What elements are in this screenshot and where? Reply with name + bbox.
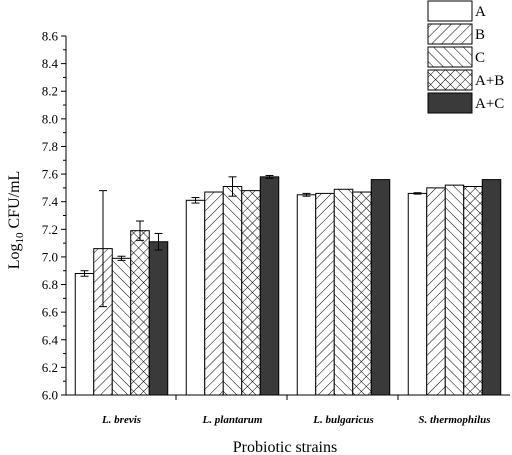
legend-label: A+C: [475, 96, 504, 112]
y-tick-label: 8.4: [42, 56, 59, 71]
legend: ABC A+B A+C: [427, 0, 504, 114]
x-category-label: S. thermophilus: [418, 414, 490, 426]
bar: [259, 176, 280, 396]
y-axis: 6.0 6.2 6.4 6.6 6.8 7.0 7.2 7.4 7.6 7.8 8.0 8.2 8.4 8…: [42, 29, 67, 403]
y-tick-label: 7.4: [42, 194, 59, 209]
y-tick-label: 8.2: [42, 84, 58, 99]
bar: [296, 194, 317, 396]
x-category-label: L. plantarum: [202, 414, 263, 426]
legend-swatch: [427, 69, 473, 91]
y-axis-title-rest: CFU/mL: [6, 171, 23, 233]
x-category-label: L. bulgaricus: [312, 414, 374, 426]
y-axis-title-main: Log: [6, 244, 23, 270]
bar: [222, 186, 243, 396]
bar: [333, 188, 354, 396]
bar: [463, 186, 483, 396]
y-tick-label: 6.8: [42, 277, 58, 292]
x-category-label: L. brevis: [101, 414, 141, 426]
bar: [74, 272, 95, 396]
bar: [370, 179, 391, 396]
bar: [111, 257, 132, 396]
y-tick-label: 7.2: [42, 222, 58, 237]
y-tick-label: 6.0: [42, 388, 58, 403]
bar: [185, 199, 206, 396]
y-axis-title-sub: 10: [14, 232, 26, 244]
x-axis-title: Probiotic strains: [233, 439, 337, 455]
legend-swatch: [427, 46, 473, 68]
bar: [352, 191, 372, 396]
y-tick-label: 6.6: [42, 305, 59, 320]
legend-label: C: [475, 50, 485, 66]
bar: [481, 179, 502, 396]
legend-swatch: [427, 92, 473, 114]
y-tick-label: 7.6: [42, 167, 59, 182]
y-axis-title: Log10 CFU/mL: [6, 171, 26, 270]
legend-label: A: [475, 4, 486, 20]
bar: [444, 184, 465, 396]
y-tick-label: 7.8: [42, 139, 58, 154]
bar: [148, 241, 169, 396]
legend-label: B: [475, 27, 485, 43]
y-tick-label: 7.0: [42, 249, 58, 264]
y-tick-label: 6.2: [42, 360, 58, 375]
y-tick-label: 8.6: [42, 29, 59, 44]
bar: [241, 190, 261, 396]
x-axis: L. brevis L. plantarum L. bulgaricus S. the…: [66, 394, 510, 426]
plot-area: [74, 174, 502, 396]
bar: [315, 192, 335, 396]
y-tick-label: 6.4: [42, 332, 59, 347]
bar: [407, 192, 428, 396]
legend-label: A+B: [475, 73, 504, 89]
legend-swatch: [427, 0, 473, 22]
legend-swatch: [427, 23, 473, 45]
y-tick-label: 8.0: [42, 111, 58, 126]
bar: [204, 191, 224, 396]
bar: [130, 230, 150, 396]
bar: [426, 187, 446, 396]
